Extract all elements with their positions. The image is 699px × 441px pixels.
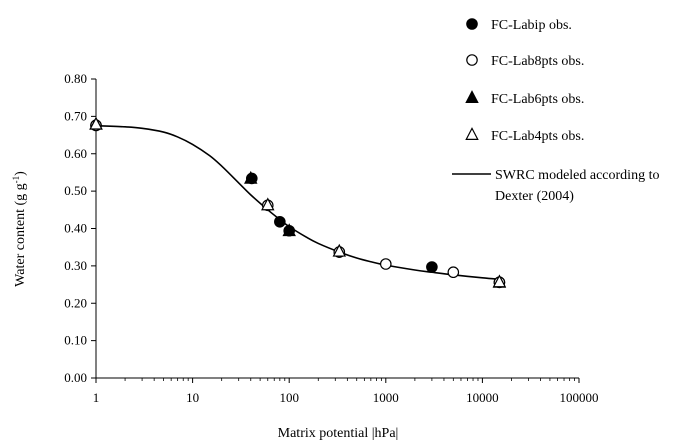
y-tick-label: 0.80 [64, 71, 87, 86]
y-tick-label: 0.60 [64, 146, 87, 161]
y-ticks: 0.00 0.10 0.20 0.30 0.40 0.50 0.60 0.70 0.80 [64, 71, 96, 385]
swrc-curve [95, 124, 500, 281]
data-point-open-triangle [332, 243, 347, 257]
x-tick-label: 1000 [373, 390, 399, 405]
y-axis-title: Water content (g g-1) [11, 171, 28, 287]
data-markers [89, 116, 507, 289]
legend-label-labip: FC-Labip obs. [491, 18, 572, 33]
data-point-filled-circle [426, 261, 438, 273]
x-tick-label: 1 [93, 390, 100, 405]
y-axis-title-sup: -1 [11, 176, 21, 184]
data-point-filled-triangle [244, 170, 258, 184]
x-tick-label: 10000 [466, 390, 499, 405]
legend-markers [465, 18, 479, 140]
legend-marker-filled-circle [466, 18, 478, 30]
data-point-open-triangle [89, 116, 103, 130]
y-tick-label: 0.40 [64, 221, 87, 236]
data-point-filled-circle [274, 215, 286, 228]
y-tick-label: 0.50 [64, 183, 87, 198]
y-tick-label: 0.20 [64, 295, 87, 310]
legend: FC-Labip obs. FC-Lab8pts obs. FC-Lab6pts… [452, 18, 659, 204]
data-point-filled-triangle [282, 223, 296, 237]
data-point-open-circle [379, 258, 392, 270]
y-tick-label: 0.30 [64, 258, 87, 273]
data-point-open-circle [447, 266, 460, 279]
x-tick-label: 100 [279, 390, 299, 405]
x-axis-title: Matrix potential |hPa| [278, 426, 399, 441]
legend-label-swrc-line2: Dexter (2004) [495, 189, 574, 204]
y-tick-label: 0.10 [64, 333, 87, 348]
legend-marker-open-triangle [465, 127, 479, 140]
y-axis-title-tail: ) [13, 171, 28, 176]
y-tick-label: 0.00 [64, 370, 87, 385]
y-tick-label: 0.70 [64, 108, 87, 123]
x-tick-label: 100000 [560, 390, 599, 405]
data-point-open-triangle [261, 197, 275, 211]
plot-area: 0.00 0.10 0.20 0.30 0.40 0.50 0.60 0.70 0.80 1 10… [64, 71, 598, 405]
legend-label-lab8pts: FC-Lab8pts obs. [491, 54, 584, 69]
legend-label-swrc-line1: SWRC modeled according to [495, 168, 659, 183]
x-tick-label: 10 [186, 390, 199, 405]
y-axis-title-main: Water content (g g [13, 183, 28, 286]
legend-label-lab4pts: FC-Lab4pts obs. [491, 129, 584, 144]
legend-marker-open-circle [466, 54, 478, 66]
x-ticks: 1 10 100 1000 10000 100000 [93, 378, 599, 405]
legend-label-lab6pts: FC-Lab6pts obs. [491, 92, 584, 107]
data-point-open-triangle [492, 274, 507, 288]
legend-marker-filled-triangle [465, 90, 479, 104]
